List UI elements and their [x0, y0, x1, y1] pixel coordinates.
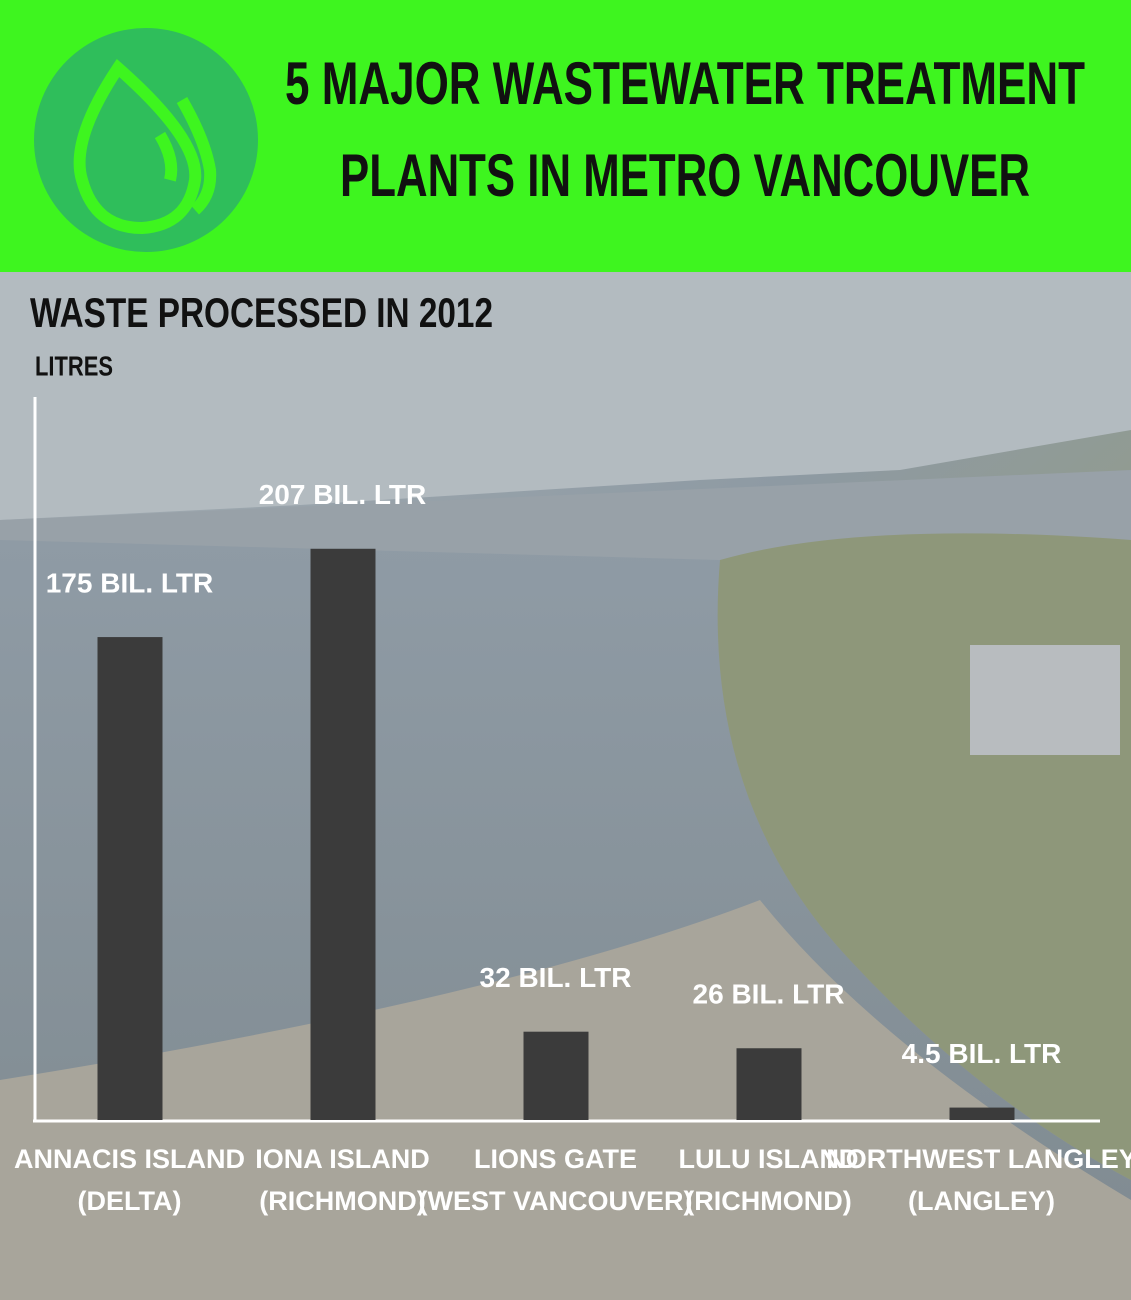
value-label: 4.5 BIL. LTR: [902, 1038, 1062, 1069]
sky: [0, 272, 1131, 520]
value-label: 175 BIL. LTR: [46, 567, 214, 598]
value-label: 26 BIL. LTR: [693, 979, 845, 1010]
x-tick-label: (RICHMOND): [259, 1186, 425, 1216]
x-tick-label: NORTHWEST LANGLEY: [826, 1144, 1131, 1174]
bar: [736, 1048, 802, 1120]
bar: [523, 1031, 589, 1120]
title-line: 5 MAJOR WASTEWATER TREATMENT: [285, 50, 1085, 117]
y-axis-label: LITRES: [35, 350, 113, 381]
value-label: 32 BIL. LTR: [480, 962, 632, 993]
bar: [97, 637, 163, 1120]
x-tick-label: (WEST VANCOUVER): [419, 1186, 693, 1216]
x-tick-label: (LANGLEY): [908, 1186, 1055, 1216]
x-tick-label: LIONS GATE: [474, 1144, 637, 1174]
logo-circle: [34, 28, 258, 252]
x-tick-label: ANNACIS ISLAND: [14, 1144, 245, 1174]
x-tick-label: LULU ISLAND: [679, 1144, 859, 1174]
x-tick-label: IONA ISLAND: [255, 1144, 430, 1174]
x-tick-label: (DELTA): [78, 1186, 182, 1216]
bar: [949, 1107, 1015, 1120]
chart-subtitle: WASTE PROCESSED IN 2012: [30, 289, 493, 336]
buildings: [970, 645, 1120, 755]
value-label: 207 BIL. LTR: [259, 479, 427, 510]
bar: [310, 548, 376, 1120]
logo-drops: [73, 58, 217, 235]
x-tick-label: (RICHMOND): [685, 1186, 851, 1216]
title-line: PLANTS IN METRO VANCOUVER: [340, 142, 1030, 209]
